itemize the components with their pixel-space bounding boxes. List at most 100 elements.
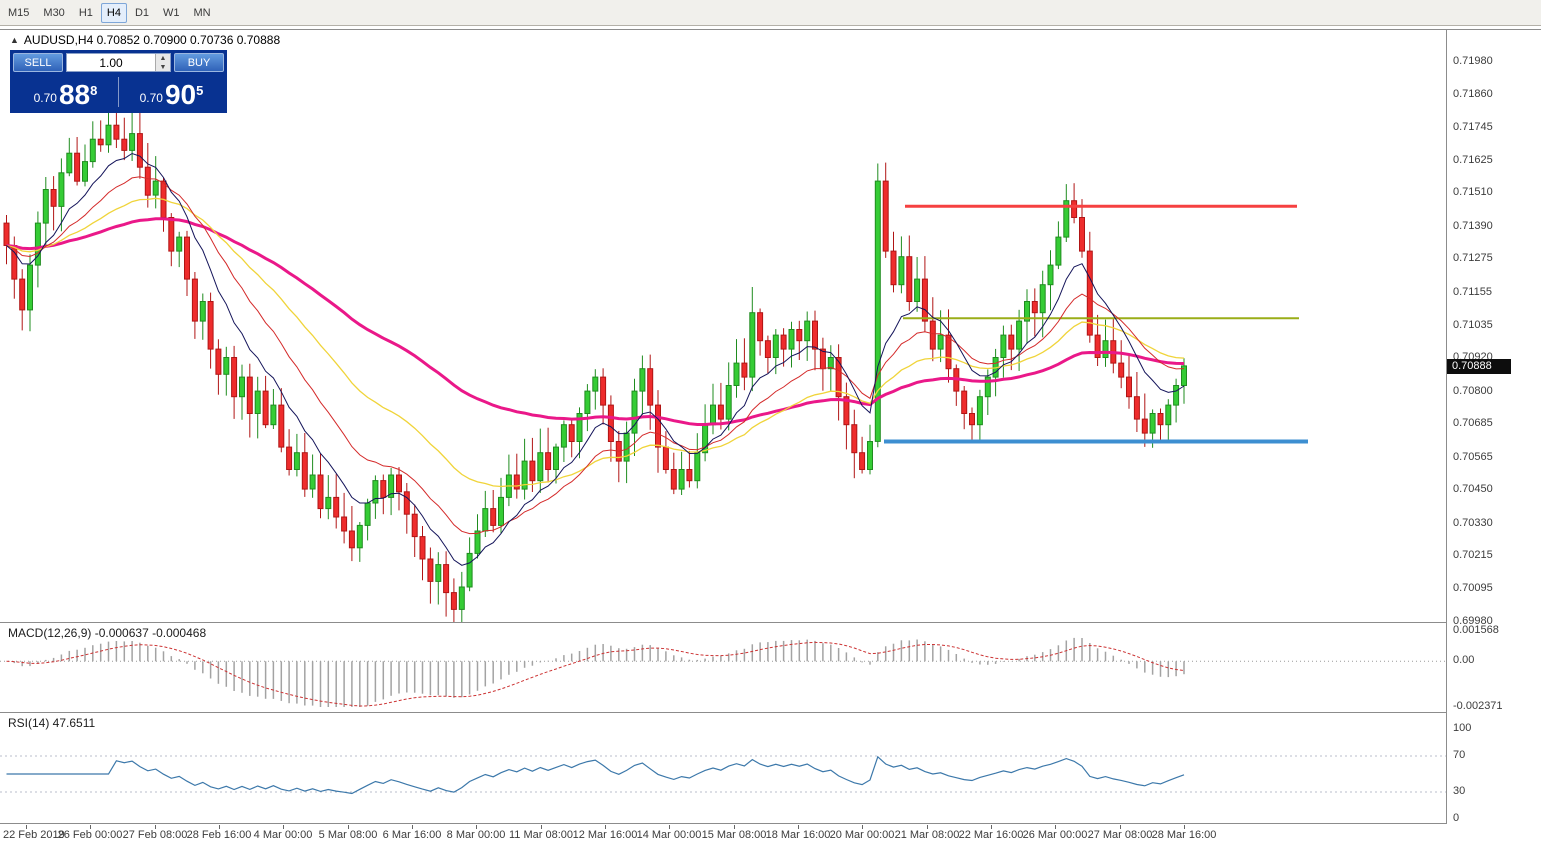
price-axis-label: 0.69980	[1453, 615, 1493, 627]
timeframe-button-m15[interactable]: M15	[8, 6, 30, 19]
time-axis-label: 26 Feb 00:00	[57, 829, 123, 841]
price-axis-label: 0.70450	[1453, 483, 1493, 495]
price-axis-label: 0.71625	[1453, 154, 1493, 166]
time-axis-tick	[927, 825, 928, 829]
time-axis-tick	[476, 825, 477, 829]
time-axis-label: 14 Mar 00:00	[636, 829, 702, 841]
time-axis-label: 22 Mar 16:00	[958, 829, 1024, 841]
timeframe-button-group: M15 M30 H1 H4 D1 W1 MN	[2, 2, 217, 23]
time-axis-tick	[155, 825, 156, 829]
time-axis-label: 12 Mar 16:00	[572, 829, 638, 841]
price-axis-label: 0.70800	[1453, 385, 1493, 397]
rsi-scale-label: 100	[1453, 722, 1472, 734]
time-axis-tick	[90, 825, 91, 829]
time-axis-tick	[283, 825, 284, 829]
volume-increase-icon[interactable]: ▲	[159, 55, 167, 62]
price-scale-border	[1446, 30, 1447, 824]
timeframe-button-mn[interactable]: MN	[193, 6, 211, 19]
symbol-ohlc-text: AUDUSD,H4 0.70852 0.70900 0.70736 0.7088…	[23, 33, 281, 47]
time-axis-label: 22 Feb 2019	[3, 829, 65, 841]
candlestick-chart[interactable]	[0, 30, 1446, 622]
time-axis-tick	[798, 825, 799, 829]
macd-scale-label: -0.002371	[1453, 700, 1503, 712]
time-axis-tick	[26, 825, 27, 829]
rsi-label: RSI(14) 47.6511	[8, 716, 96, 730]
price-axis-label: 0.71980	[1453, 55, 1493, 67]
time-axis-label: 8 Mar 00:00	[446, 829, 506, 841]
current-price-tag: 0.70888	[1447, 359, 1511, 374]
chart-top-border	[0, 29, 1541, 30]
time-axis-tick	[1120, 825, 1121, 829]
time-axis-label: 28 Feb 16:00	[186, 829, 252, 841]
timeframe-button-h4[interactable]: H4	[100, 2, 127, 23]
volume-input[interactable]	[67, 54, 155, 71]
price-axis-label: 0.70565	[1453, 451, 1493, 463]
time-axis-tick	[541, 825, 542, 829]
time-axis-tick	[862, 825, 863, 829]
time-axis-tick	[991, 825, 992, 829]
buy-price-prefix: 0.70	[139, 91, 163, 105]
buy-button[interactable]: BUY	[174, 53, 224, 72]
rsi-indicator-panel[interactable]: RSI(14) 47.6511	[0, 712, 1446, 824]
time-axis-tick	[734, 825, 735, 829]
macd-indicator-panel[interactable]: MACD(12,26,9) -0.000637 -0.000468	[0, 622, 1446, 712]
rsi-scale-label: 0	[1453, 812, 1460, 824]
time-axis-label: 27 Feb 08:00	[122, 829, 188, 841]
time-axis-tick	[669, 825, 670, 829]
time-axis-label: 15 Mar 08:00	[701, 829, 767, 841]
price-axis-label: 0.70095	[1453, 582, 1493, 594]
macd-label: MACD(12,26,9) -0.000637 -0.000468	[8, 626, 207, 640]
price-axis-label: 0.71275	[1453, 252, 1493, 264]
price-axis-label: 0.71510	[1453, 186, 1493, 198]
time-axis-label: 27 Mar 08:00	[1087, 829, 1153, 841]
price-axis-label: 0.70685	[1453, 417, 1493, 429]
buy-price-display[interactable]: 0.70 90 5	[119, 79, 224, 112]
macd-scale-label: 0.00	[1453, 654, 1475, 666]
time-axis-label: 28 Mar 16:00	[1151, 829, 1217, 841]
time-axis-tick	[348, 825, 349, 829]
rsi-scale-label: 30	[1453, 785, 1466, 797]
timeframe-toolbar: M15 M30 H1 H4 D1 W1 MN	[0, 0, 1541, 26]
volume-decrease-icon[interactable]: ▼	[159, 64, 167, 71]
sell-price-display[interactable]: 0.70 88 8	[13, 81, 118, 112]
time-axis-label: 6 Mar 16:00	[382, 829, 442, 841]
time-axis-label: 5 Mar 08:00	[318, 829, 378, 841]
price-axis-label: 0.70330	[1453, 517, 1493, 529]
sell-price-pipette: 8	[90, 83, 98, 98]
chart-title: ▲ AUDUSD,H4 0.70852 0.70900 0.70736 0.70…	[10, 33, 280, 47]
timeframe-button-w1[interactable]: W1	[163, 6, 180, 19]
timeframe-button-h1[interactable]: H1	[78, 6, 93, 19]
time-axis-label: 20 Mar 00:00	[829, 829, 895, 841]
time-axis-label: 18 Mar 16:00	[765, 829, 831, 841]
price-axis-label: 0.71860	[1453, 88, 1493, 100]
time-axis-tick	[605, 825, 606, 829]
price-axis-label: 0.71035	[1453, 319, 1493, 331]
rsi-scale-label: 70	[1453, 749, 1466, 761]
price-axis-label: 0.70215	[1453, 549, 1493, 561]
collapse-panel-icon[interactable]: ▲	[10, 35, 19, 45]
time-axis[interactable]: 22 Feb 2019 26 Feb 00:00 27 Feb 08:00 28 Fe…	[0, 825, 1446, 844]
volume-spinner: ▲ ▼	[155, 54, 170, 71]
time-axis-label: 21 Mar 08:00	[894, 829, 960, 841]
buy-price-pipette: 5	[196, 83, 204, 98]
sell-price-prefix: 0.70	[33, 91, 57, 105]
price-axis-label: 0.71155	[1453, 286, 1492, 298]
time-axis-label: 4 Mar 00:00	[253, 829, 313, 841]
price-axis-label: 0.71390	[1453, 220, 1493, 232]
timeframe-button-d1[interactable]: D1	[134, 6, 149, 19]
price-axis-label: 0.71745	[1453, 121, 1493, 133]
macd-scale-label: 0.001568	[1453, 624, 1499, 636]
sell-button[interactable]: SELL	[13, 53, 63, 72]
buy-price-main: 90	[164, 79, 197, 110]
timeframe-button-m30[interactable]: M30	[43, 6, 65, 19]
time-axis-tick	[1055, 825, 1056, 829]
volume-input-group: ▲ ▼	[66, 53, 171, 72]
time-axis-label: 26 Mar 00:00	[1022, 829, 1088, 841]
time-axis-tick	[412, 825, 413, 829]
price-divider	[118, 77, 119, 107]
time-axis-tick	[219, 825, 220, 829]
time-axis-tick	[1184, 825, 1185, 829]
time-axis-label: 11 Mar 08:00	[508, 829, 574, 841]
